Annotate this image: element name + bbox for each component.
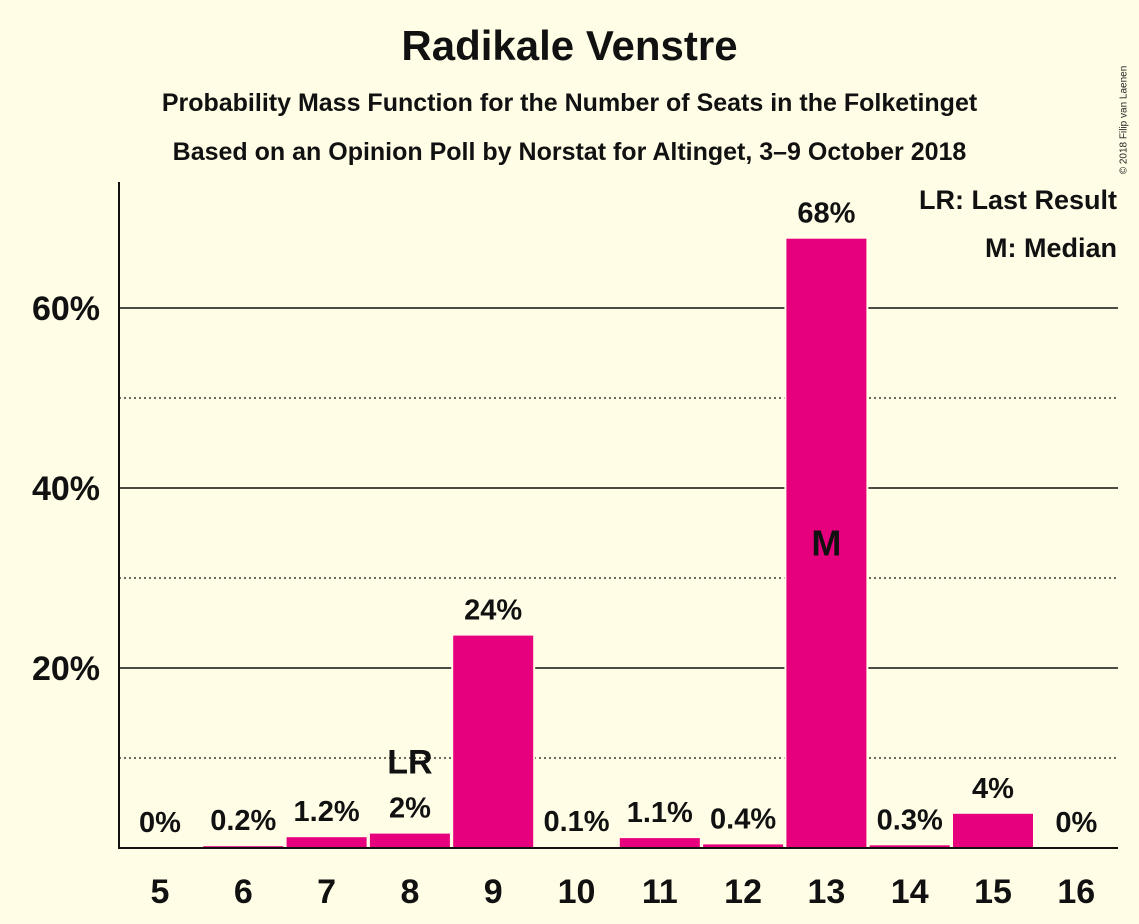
x-tick-label: 10	[558, 873, 596, 911]
gridlines	[119, 307, 1118, 759]
bar-15	[953, 813, 1033, 848]
y-tick-label: 60%	[32, 290, 100, 328]
bar-14	[869, 845, 950, 848]
bar-13	[786, 238, 867, 848]
bars	[120, 236, 1117, 849]
bar-9	[453, 635, 534, 848]
bar-gap	[201, 844, 286, 848]
chart-source-subtitle: Based on an Opinion Poll by Norstat for …	[172, 138, 967, 166]
y-tick-label: 20%	[32, 650, 100, 688]
bar-7	[286, 837, 367, 848]
bar-value-label: 0.4%	[710, 803, 776, 835]
bar-value-label: 4%	[972, 773, 1014, 805]
legend: LR: Last Result M: Median	[919, 185, 1117, 263]
chart-subtitle: Probability Mass Function for the Number…	[161, 89, 978, 117]
y-tick-label: 40%	[32, 470, 100, 508]
bar-value-label: 1.1%	[627, 797, 693, 829]
bar-value-label: 0.1%	[543, 806, 609, 838]
x-tick-label: 7	[317, 873, 336, 911]
x-tick-label: 6	[234, 873, 253, 911]
bar-11	[619, 838, 700, 848]
bar-value-label: 24%	[464, 595, 522, 627]
axes	[118, 182, 1118, 849]
x-tick-label: 9	[484, 873, 503, 911]
bar-value-label: 0%	[1055, 807, 1097, 839]
bar-value-label: 2%	[389, 793, 431, 825]
bar-value-label: 0.2%	[210, 805, 276, 837]
bar-12	[703, 844, 784, 848]
x-tick-label: 14	[891, 873, 929, 911]
bar-value-label: 0%	[139, 807, 181, 839]
bar-value-label: 68%	[797, 198, 855, 230]
bar-8	[369, 833, 450, 848]
x-tick-label: 13	[807, 873, 845, 911]
x-tick-label: 12	[724, 873, 762, 911]
x-tick-label: 5	[151, 873, 170, 911]
legend-median: M: Median	[985, 233, 1117, 263]
x-tick-label: 11	[642, 873, 678, 911]
median-marker: M	[811, 522, 841, 563]
chart-title: Radikale Venstre	[401, 22, 738, 69]
legend-last-result: LR: Last Result	[919, 185, 1117, 215]
x-tick-label: 16	[1057, 873, 1095, 911]
last-result-marker: LR	[387, 744, 432, 782]
bar-value-label: 0.3%	[877, 804, 943, 836]
x-tick-label: 8	[400, 873, 419, 911]
x-tick-label: 15	[974, 873, 1012, 911]
bar-labels: 0% 0.2% 1.2% 2% 24% 0.1% 1.1% 0.4% 68% 0.3% 4% 0% LR…	[139, 198, 1097, 839]
tick-labels: 20% 40% 60% 5 6 7 8 9 10 11 12 13 14 15 16	[32, 290, 1095, 911]
bar-value-label: 1.2%	[294, 796, 360, 828]
